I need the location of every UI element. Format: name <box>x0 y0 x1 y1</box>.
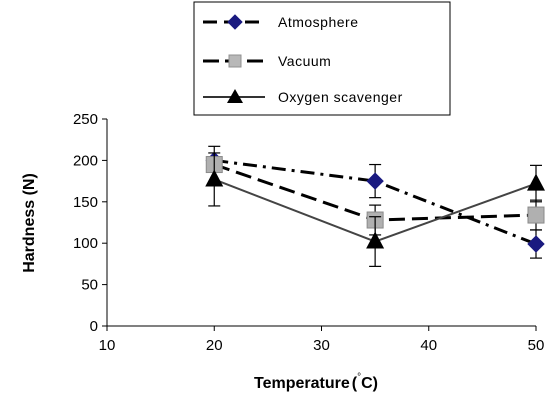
legend-marker-vacuum <box>228 54 242 68</box>
y-tick-label: 200 <box>73 152 98 169</box>
x-tick-label: 20 <box>206 337 223 354</box>
x-axis-title: Temperature (°C) <box>254 372 378 392</box>
legend-item-atmosphere: Atmosphere <box>203 14 358 30</box>
y-tick-label: 0 <box>90 318 98 335</box>
x-tick-label: 10 <box>99 337 116 354</box>
y-tick-label: 250 <box>73 111 98 128</box>
legend-item-vacuum: Vacuum <box>203 53 331 69</box>
x-tick-label: 40 <box>420 337 437 354</box>
x-axis-title-degree: ° <box>357 372 361 383</box>
x-axis-title-open: ( <box>352 375 358 392</box>
series-oxygen-scavenger <box>205 152 545 267</box>
y-tick-label: 100 <box>73 235 98 252</box>
legend-marker-oxygen-scavenger <box>227 89 243 103</box>
legend-label-atmosphere: Atmosphere <box>278 14 358 30</box>
y-axis-title: Hardness (N) <box>21 173 38 273</box>
data-point-atmosphere <box>527 235 545 253</box>
data-point-atmosphere <box>366 172 384 190</box>
legend: Atmosphere Vacuum Oxygen scavenger <box>193 1 451 116</box>
series-layer <box>205 145 545 267</box>
y-tick-label: 150 <box>73 194 98 211</box>
tick-group: 0 50 100 150 200 250 10 20 30 40 50 <box>73 111 544 354</box>
x-axis-title-main: Temperature <box>254 375 350 392</box>
axes <box>106 119 536 327</box>
x-axis-title-unit: C) <box>361 375 378 392</box>
data-point-oxygen-scavenger <box>205 169 224 187</box>
legend-label-oxygen-scavenger: Oxygen scavenger <box>278 89 403 105</box>
x-tick-label: 30 <box>313 337 330 354</box>
x-tick-label: 50 <box>528 337 545 354</box>
y-tick-label: 50 <box>81 277 98 294</box>
legend-item-oxygen-scavenger: Oxygen scavenger <box>203 89 403 105</box>
data-point-oxygen-scavenger <box>366 231 385 249</box>
data-point-oxygen-scavenger <box>527 173 545 191</box>
data-point-vacuum <box>527 206 545 224</box>
legend-label-vacuum: Vacuum <box>278 53 331 69</box>
legend-marker-atmosphere <box>227 14 243 30</box>
